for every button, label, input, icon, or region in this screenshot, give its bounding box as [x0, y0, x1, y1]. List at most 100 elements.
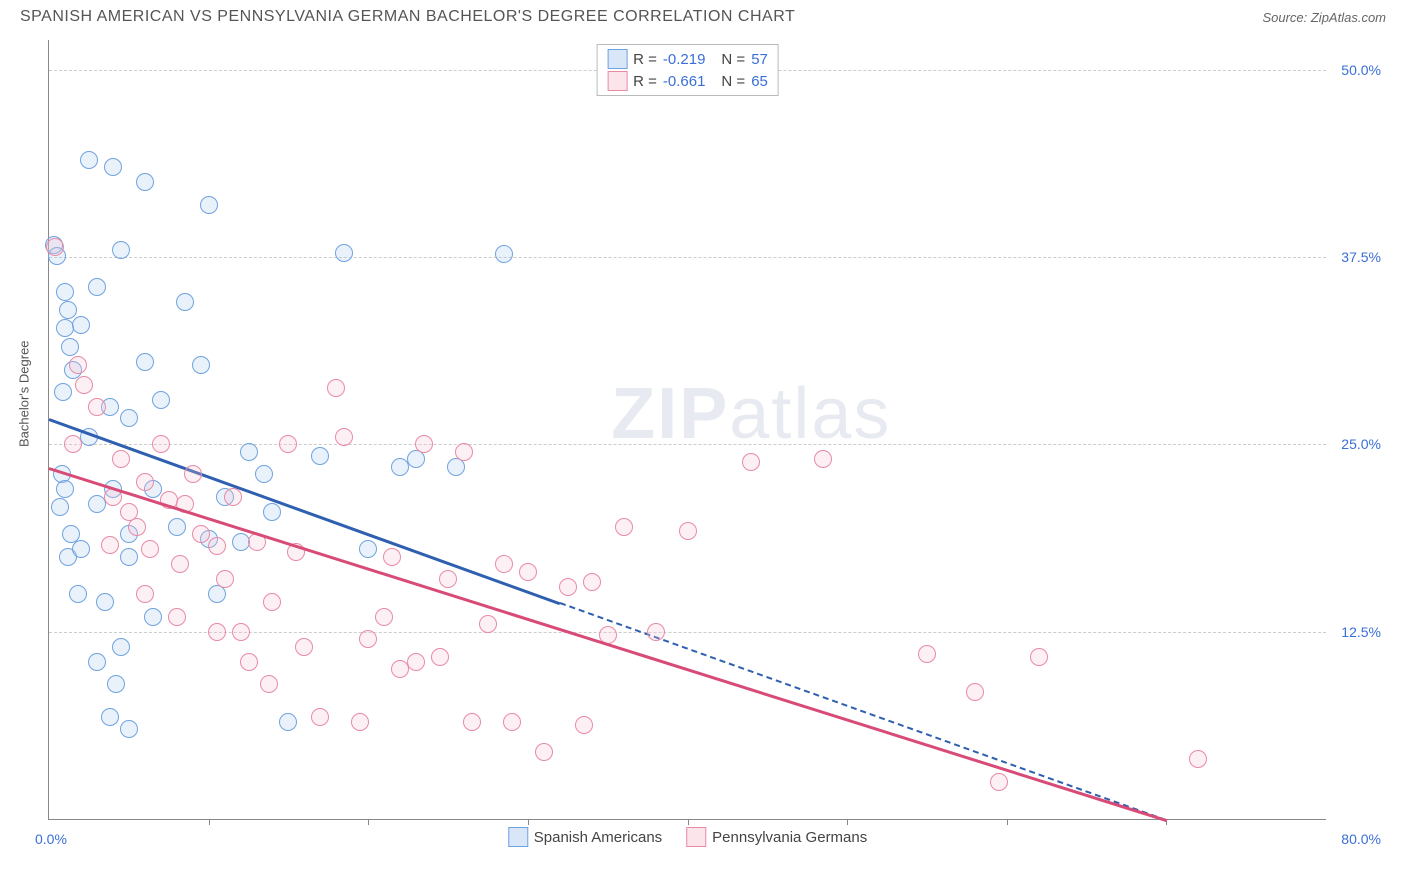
legend-r-label: R = [633, 73, 657, 90]
data-point [463, 713, 481, 731]
data-point [72, 540, 90, 558]
legend-item: Spanish Americans [508, 827, 662, 847]
data-point [583, 573, 601, 591]
y-tick-label: 37.5% [1341, 249, 1381, 265]
data-point [559, 578, 577, 596]
data-point [1189, 750, 1207, 768]
data-point [615, 518, 633, 536]
data-point [495, 245, 513, 263]
data-point [407, 653, 425, 671]
data-point [176, 293, 194, 311]
data-point [208, 537, 226, 555]
data-point [192, 356, 210, 374]
header: SPANISH AMERICAN VS PENNSYLVANIA GERMAN … [0, 0, 1406, 30]
data-point [152, 391, 170, 409]
data-point [647, 623, 665, 641]
legend-label: Spanish Americans [534, 829, 662, 846]
data-point [136, 353, 154, 371]
data-point [216, 570, 234, 588]
data-point [80, 151, 98, 169]
data-point [88, 653, 106, 671]
data-point [72, 316, 90, 334]
data-point [104, 158, 122, 176]
data-point [311, 708, 329, 726]
data-point [260, 675, 278, 693]
data-point [107, 675, 125, 693]
data-point [1030, 648, 1048, 666]
y-tick-label: 50.0% [1341, 62, 1381, 78]
data-point [519, 563, 537, 581]
series-legend: Spanish Americans Pennsylvania Germans [508, 827, 867, 847]
data-point [742, 453, 760, 471]
data-point [679, 522, 697, 540]
swatch-icon [686, 827, 706, 847]
swatch-icon [508, 827, 528, 847]
data-point [431, 648, 449, 666]
data-point [152, 435, 170, 453]
data-point [990, 773, 1008, 791]
data-point [575, 716, 593, 734]
data-point [46, 238, 64, 256]
data-point [192, 525, 210, 543]
source-attribution: Source: ZipAtlas.com [1262, 10, 1386, 25]
data-point [171, 555, 189, 573]
data-point [359, 630, 377, 648]
x-tick [1007, 819, 1008, 825]
data-point [88, 278, 106, 296]
x-tick [688, 819, 689, 825]
data-point [61, 338, 79, 356]
data-point [136, 585, 154, 603]
legend-r-value: -0.661 [663, 73, 706, 90]
data-point [335, 428, 353, 446]
chart-title: SPANISH AMERICAN VS PENNSYLVANIA GERMAN … [20, 8, 795, 26]
legend-n-value: 65 [751, 73, 768, 90]
data-point [168, 608, 186, 626]
legend-row: R = -0.219N = 57 [607, 48, 768, 70]
data-point [311, 447, 329, 465]
data-point [184, 465, 202, 483]
data-point [168, 518, 186, 536]
legend-row: R = -0.661 N = 65 [607, 70, 768, 92]
data-point [327, 379, 345, 397]
data-point [232, 623, 250, 641]
data-point [141, 540, 159, 558]
data-point [279, 435, 297, 453]
data-point [918, 645, 936, 663]
correlation-legend: R = -0.219N = 57R = -0.661N = 65 [596, 44, 779, 96]
data-point [279, 713, 297, 731]
y-tick-label: 25.0% [1341, 436, 1381, 452]
data-point [64, 435, 82, 453]
legend-item: Pennsylvania Germans [686, 827, 867, 847]
data-point [295, 638, 313, 656]
data-point [359, 540, 377, 558]
x-axis-max-label: 80.0% [1341, 831, 1381, 847]
data-point [200, 196, 218, 214]
data-point [112, 450, 130, 468]
data-point [814, 450, 832, 468]
data-point [383, 548, 401, 566]
legend-n-label: N = [721, 51, 745, 68]
data-point [128, 518, 146, 536]
data-point [120, 409, 138, 427]
data-point [240, 653, 258, 671]
data-point [120, 720, 138, 738]
data-point [351, 713, 369, 731]
data-point [88, 398, 106, 416]
swatch-icon [607, 49, 627, 69]
x-tick [528, 819, 529, 825]
plot-area: ZIPatlas R = -0.219N = 57R = -0.661N = 6… [48, 40, 1326, 820]
legend-n-value: 57 [751, 51, 768, 68]
y-axis-label: Bachelor's Degree [17, 340, 32, 447]
x-tick [209, 819, 210, 825]
trend-line [49, 467, 1167, 822]
data-point [75, 376, 93, 394]
data-point [59, 301, 77, 319]
x-axis-min-label: 0.0% [35, 831, 67, 847]
data-point [112, 638, 130, 656]
legend-r-label: R = [633, 51, 657, 68]
legend-n-label: N = [721, 73, 745, 90]
data-point [136, 473, 154, 491]
x-tick [847, 819, 848, 825]
data-point [455, 443, 473, 461]
data-point [479, 615, 497, 633]
